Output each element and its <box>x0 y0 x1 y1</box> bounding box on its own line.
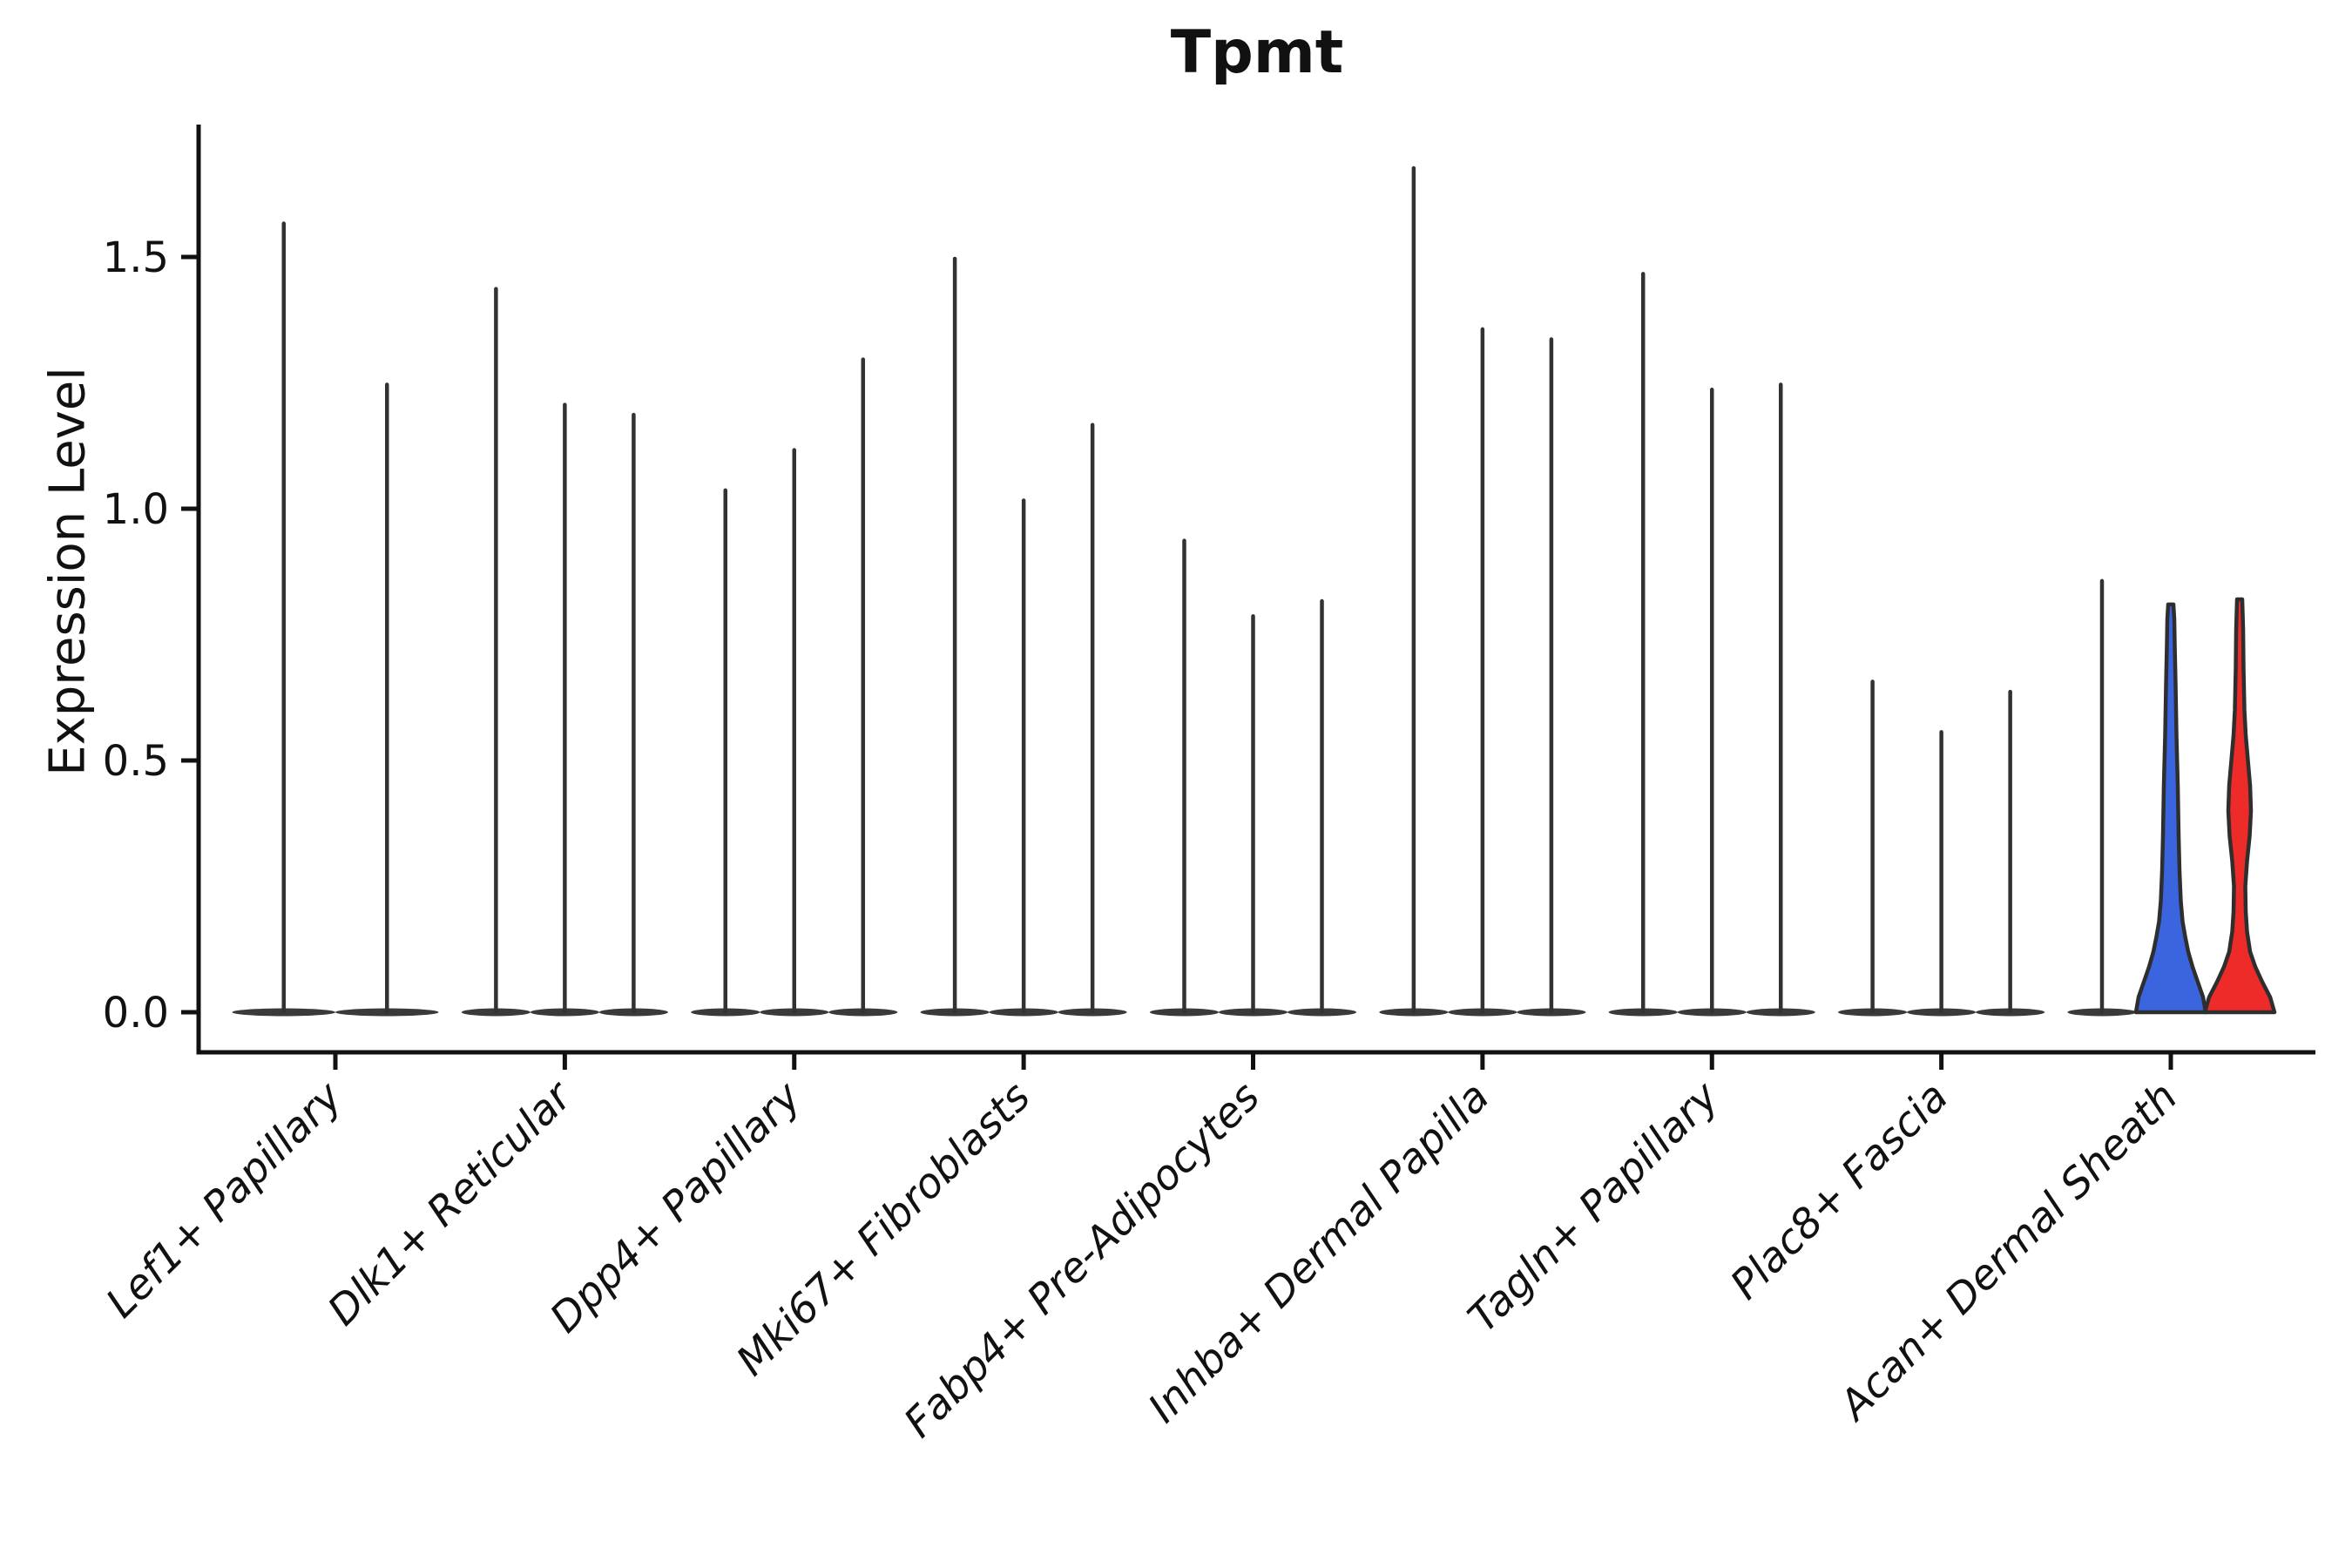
violin-body-red <box>2202 597 2277 1015</box>
y-axis-label: Expression Level <box>39 367 97 776</box>
x-tick-label: Lef1+ Papillary <box>97 1072 352 1328</box>
chart-title: Tpmt <box>1170 18 1344 87</box>
y-tick-label: 1.0 <box>103 485 169 534</box>
y-tick-label: 1.5 <box>103 233 169 282</box>
violin-body-blue <box>2133 602 2208 1015</box>
x-tick-label: Plac8+ Fascia <box>1721 1073 1957 1309</box>
x-tick-label: Dpp4+ Papillary <box>541 1072 811 1342</box>
y-tick-label: 0.5 <box>103 737 169 786</box>
y-tick-label: 0.0 <box>103 989 169 1037</box>
x-tick-label: Dlk1+ Reticular <box>319 1071 583 1335</box>
x-tick-label: Tagln+ Papillary <box>1459 1072 1729 1342</box>
